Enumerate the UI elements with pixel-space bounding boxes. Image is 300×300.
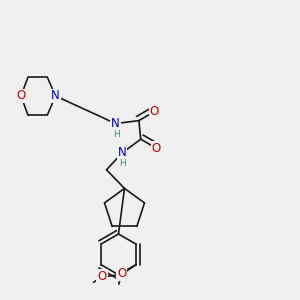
- Text: O: O: [152, 142, 161, 155]
- Text: O: O: [150, 105, 159, 118]
- Text: O: O: [16, 89, 26, 103]
- Text: O: O: [98, 270, 106, 283]
- Text: N: N: [111, 117, 120, 130]
- Text: H: H: [113, 130, 120, 139]
- Text: O: O: [117, 267, 126, 280]
- Text: N: N: [118, 146, 127, 160]
- Text: N: N: [51, 89, 60, 103]
- Text: H: H: [119, 159, 125, 168]
